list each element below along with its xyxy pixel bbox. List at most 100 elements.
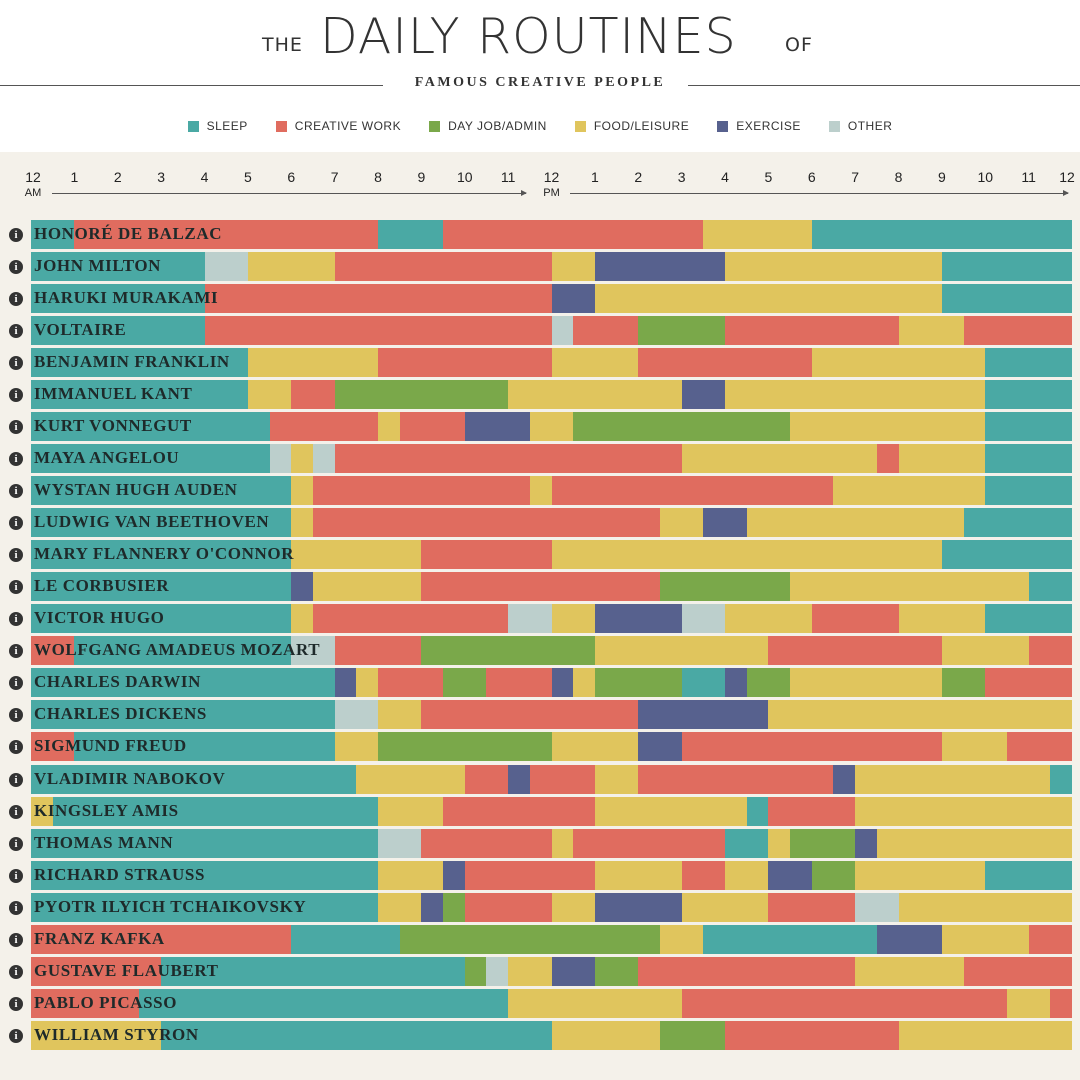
segment-exercise [638,732,683,762]
routine-bar [31,892,1072,922]
segment-creative [638,764,835,794]
info-icon[interactable]: i [9,932,23,947]
info-icon[interactable]: i [9,355,23,370]
segment-food [855,860,986,890]
segment-creative [421,572,661,602]
info-icon[interactable]: i [9,227,23,242]
legend-swatch-sleep [187,120,199,132]
info-icon[interactable]: i [9,259,23,274]
routine-bar [31,988,1072,1018]
segment-creative [1028,636,1072,666]
segment-sleep [1028,572,1072,602]
info-icon[interactable]: i [9,708,23,723]
segment-food [291,475,314,505]
segment-food [703,219,813,249]
segment-exercise [551,956,596,986]
x-tick-label: 9 [937,169,946,185]
info-icon[interactable]: i [9,804,23,819]
x-tick-label: 5 [764,169,773,185]
routine-bar [31,732,1072,762]
segment-creative [1050,988,1072,1018]
segment-sleep [31,475,292,505]
segment-food [551,892,596,922]
segment-food [768,700,1072,730]
info-icon[interactable]: i [9,387,23,402]
x-tick-label: 11 [500,169,516,185]
info-icon[interactable]: i [9,644,23,659]
routine-bar [31,251,1072,281]
segment-other [551,315,574,345]
segment-sleep [31,540,292,570]
person-row: i BENJAMIN FRANKLIN [0,347,1080,378]
segment-exercise [703,508,748,538]
person-name: KINGSLEY AMIS [34,800,179,820]
info-icon[interactable]: i [9,772,23,787]
info-icon[interactable]: i [9,996,23,1011]
person-name: MARY FLANNERY O'CONNOR [34,544,295,564]
segment-creative [768,892,856,922]
info-icon[interactable]: i [9,740,23,755]
person-name: BENJAMIN FRANKLIN [34,351,230,371]
person-name: WYSTAN HUGH AUDEN [34,479,238,499]
segment-creative [486,668,553,698]
segment-creative [529,764,596,794]
person-row: i PYOTR ILYICH TCHAIKOVSKY [0,892,1080,923]
segment-sleep [31,379,249,409]
segment-food [898,892,1072,922]
segment-sleep [1050,764,1072,794]
header: THE DAILY ROUTINES OF FAMOUS CREATIVE PE… [0,0,1080,152]
title-suffix: OF [785,34,813,56]
info-icon[interactable]: i [9,323,23,338]
segment-creative [443,219,704,249]
segment-sleep [941,283,1072,313]
person-name: LUDWIG VAN BEETHOVEN [34,512,270,532]
segment-sleep [985,379,1072,409]
segment-creative [963,956,1072,986]
segment-food [855,956,965,986]
segment-dayjob [443,668,488,698]
info-icon[interactable]: i [9,612,23,627]
segment-sleep [941,540,1072,570]
segment-exercise [464,411,531,441]
info-icon[interactable]: i [9,900,23,915]
segment-food [681,892,769,922]
info-icon[interactable]: i [9,836,23,851]
info-icon[interactable]: i [9,676,23,691]
info-icon[interactable]: i [9,1029,23,1043]
info-icon[interactable]: i [9,964,23,979]
segment-sleep [74,636,292,666]
info-icon[interactable]: i [9,868,23,883]
info-icon[interactable]: i [9,580,23,595]
segment-dayjob [594,956,639,986]
info-icon[interactable]: i [9,451,23,466]
segment-other [486,956,509,986]
routine-bar [31,668,1072,698]
segment-sleep [811,219,1072,249]
info-icon[interactable]: i [9,291,23,306]
routine-bar [31,700,1072,730]
routine-bar [31,604,1072,634]
x-tick-label: 1 [590,169,599,185]
info-icon[interactable]: i [9,548,23,563]
segment-dayjob [464,956,488,986]
segment-exercise [421,892,444,922]
segment-food [334,732,379,762]
segment-sleep [31,508,292,538]
segment-creative [464,860,596,890]
segment-food [378,892,422,922]
person-name: RICHARD STRAUSS [34,864,206,884]
routine-bar [31,956,1072,986]
segment-food [573,668,596,698]
segment-food [508,379,683,409]
person-name: THOMAS MANN [34,832,174,852]
segment-other [204,251,249,281]
info-icon[interactable]: i [9,419,23,434]
segment-food [833,475,986,505]
info-icon[interactable]: i [9,516,23,531]
x-tick-label: 6 [287,169,296,185]
info-icon[interactable]: i [9,483,23,498]
segment-creative [334,636,422,666]
segment-creative [31,732,75,762]
routine-bar [31,828,1072,858]
segment-sleep [31,315,206,345]
